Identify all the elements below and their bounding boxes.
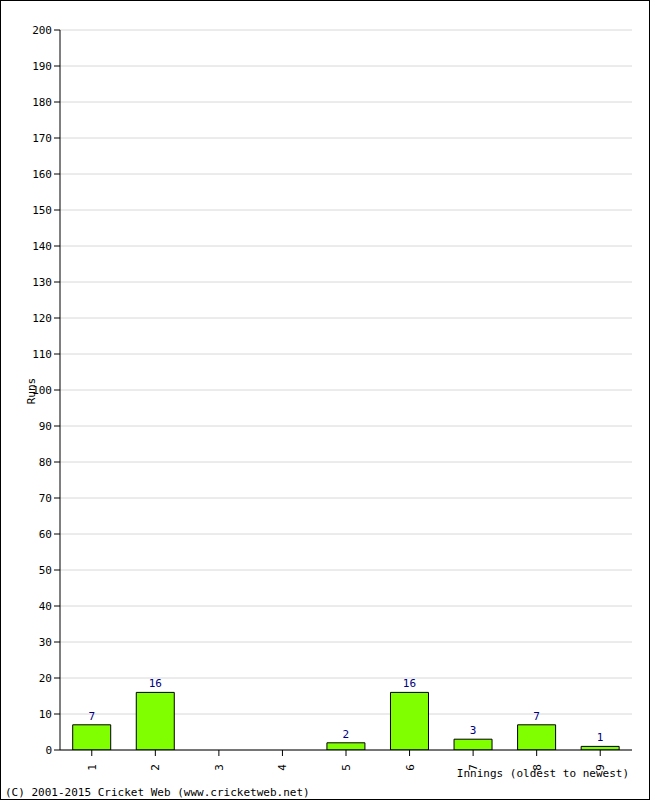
svg-text:16: 16	[149, 677, 162, 690]
html-text:Runs: Runs	[24, 377, 38, 405]
html-text:Innings (oldest to newest): Innings (oldest to newest)	[456, 767, 629, 780]
svg-text:2: 2	[149, 764, 162, 771]
svg-text:3: 3	[213, 764, 226, 771]
svg-text:110: 110	[32, 348, 52, 361]
svg-text:7: 7	[533, 710, 540, 723]
html-text:(C) 2001-2015 Cricket Web (www: (C) 2001-2015 Cricket Web (www.cricketwe…	[5, 786, 310, 799]
svg-text:50: 50	[39, 564, 52, 577]
svg-text:16: 16	[403, 677, 416, 690]
svg-text:190: 190	[32, 60, 52, 73]
svg-text:10: 10	[39, 708, 52, 721]
svg-text:0: 0	[45, 744, 52, 757]
svg-text:1: 1	[597, 731, 604, 744]
svg-text:130: 130	[32, 276, 52, 289]
svg-text:3: 3	[470, 724, 477, 737]
svg-text:7: 7	[88, 710, 95, 723]
svg-text:150: 150	[32, 204, 52, 217]
svg-text:170: 170	[32, 132, 52, 145]
svg-text:20: 20	[39, 672, 52, 685]
svg-text:90: 90	[39, 420, 52, 433]
svg-text:30: 30	[39, 636, 52, 649]
svg-text:5: 5	[340, 764, 353, 771]
svg-text:180: 180	[32, 96, 52, 109]
svg-text:2: 2	[343, 728, 350, 741]
svg-text:100: 100	[32, 383, 52, 397]
svg-text:120: 120	[32, 312, 52, 325]
svg-text:40: 40	[39, 600, 52, 613]
svg-text:1: 1	[86, 764, 99, 771]
svg-text:200: 200	[32, 24, 52, 37]
svg-text:160: 160	[32, 168, 52, 181]
svg-text:6: 6	[404, 764, 417, 771]
svg-text:4: 4	[276, 764, 289, 771]
svg-text:70: 70	[39, 492, 52, 505]
svg-text:60: 60	[39, 528, 52, 541]
svg-text:140: 140	[32, 240, 52, 253]
svg-text:80: 80	[39, 456, 52, 469]
